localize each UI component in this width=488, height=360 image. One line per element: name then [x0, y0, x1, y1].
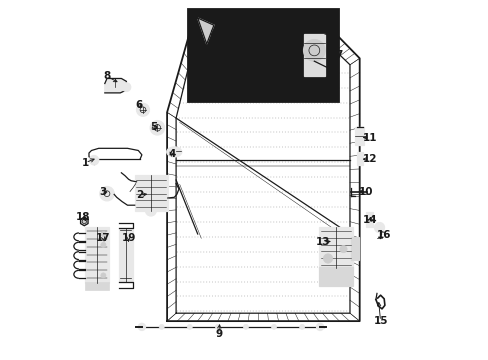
Circle shape — [316, 323, 323, 330]
Text: 5: 5 — [150, 122, 157, 132]
Ellipse shape — [166, 147, 182, 157]
Bar — [319, 227, 352, 268]
Circle shape — [89, 156, 99, 165]
Text: 8: 8 — [103, 71, 110, 81]
Circle shape — [101, 242, 106, 247]
Text: 6: 6 — [136, 100, 142, 110]
Text: 13: 13 — [315, 237, 329, 247]
Bar — [187, 9, 338, 102]
Circle shape — [101, 231, 106, 237]
Bar — [303, 34, 324, 76]
Text: 11: 11 — [362, 132, 376, 143]
Text: 7: 7 — [334, 50, 342, 60]
Circle shape — [138, 323, 145, 330]
Circle shape — [374, 222, 384, 233]
Circle shape — [145, 205, 156, 216]
Circle shape — [150, 121, 164, 135]
Text: 14: 14 — [362, 215, 376, 225]
Circle shape — [100, 186, 114, 201]
Text: 10: 10 — [358, 186, 373, 197]
Circle shape — [243, 324, 248, 329]
Circle shape — [339, 246, 346, 253]
Bar — [134, 175, 167, 211]
Text: 9: 9 — [215, 329, 222, 339]
Circle shape — [215, 324, 220, 329]
Text: 16: 16 — [376, 230, 390, 240]
Bar — [350, 237, 358, 260]
Polygon shape — [104, 78, 126, 93]
Text: 17: 17 — [96, 233, 110, 243]
Bar — [85, 227, 108, 283]
Circle shape — [323, 254, 332, 263]
Text: 19: 19 — [121, 233, 136, 243]
Circle shape — [187, 324, 192, 329]
Text: 4: 4 — [168, 149, 175, 159]
Polygon shape — [81, 217, 88, 226]
Circle shape — [299, 324, 304, 329]
Bar — [85, 282, 108, 290]
Circle shape — [159, 324, 164, 329]
Polygon shape — [197, 18, 213, 44]
Circle shape — [122, 83, 130, 91]
Bar — [355, 127, 364, 145]
Bar — [356, 152, 363, 165]
Circle shape — [101, 273, 106, 278]
Circle shape — [303, 40, 325, 61]
Text: 12: 12 — [362, 154, 376, 164]
Bar — [119, 228, 133, 282]
Text: 2: 2 — [136, 190, 142, 200]
Circle shape — [271, 324, 276, 329]
Text: 3: 3 — [100, 186, 107, 197]
Bar — [366, 212, 372, 227]
Text: 18: 18 — [76, 212, 90, 222]
Text: 15: 15 — [372, 316, 387, 326]
Circle shape — [136, 103, 149, 116]
Bar — [319, 267, 352, 286]
Text: 1: 1 — [81, 158, 89, 168]
